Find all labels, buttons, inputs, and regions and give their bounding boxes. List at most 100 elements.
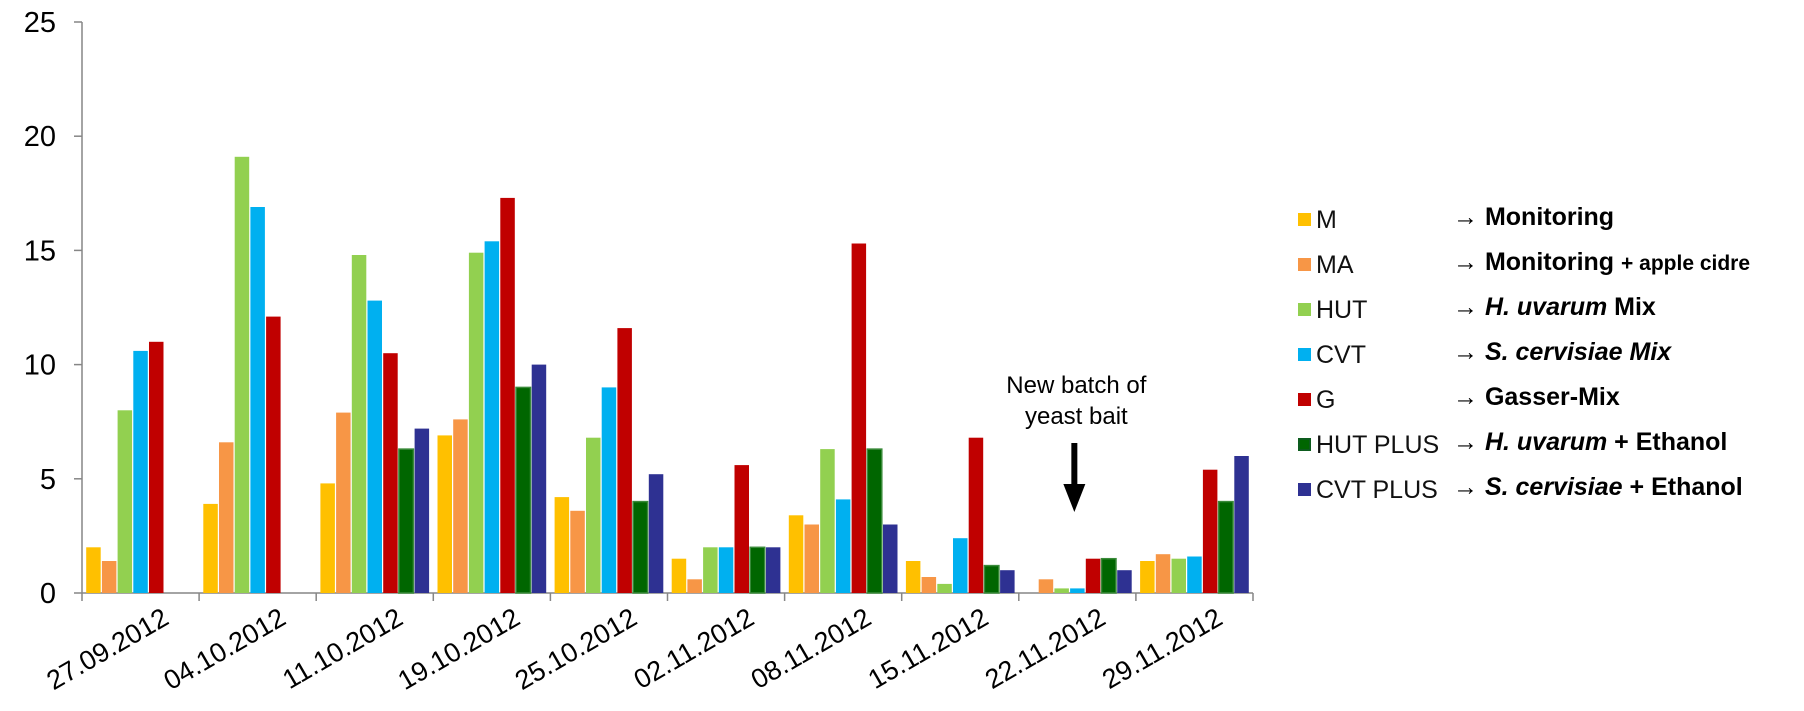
legend-item-hut: HUT → H. uvarum Mix — [1298, 290, 1798, 335]
bar-hut — [703, 547, 718, 593]
legend-swatch-hut-plus — [1298, 438, 1311, 451]
legend-desc-text: + Ethanol — [1607, 428, 1728, 456]
legend-desc-italic: S. cervisiae Mix — [1484, 338, 1672, 366]
bar-cvt-plus — [883, 524, 898, 593]
legend-desc-hut-plus: → H. uvarum + Ethanol — [1453, 428, 1727, 457]
bar-g — [734, 465, 749, 593]
bar-g — [149, 341, 164, 593]
legend-swatch-cvt — [1298, 348, 1311, 361]
bar-hut — [937, 583, 952, 593]
bar-hut-plus — [398, 448, 415, 594]
bar-hut-plus — [983, 564, 1000, 594]
y-tick-label: 0 — [40, 578, 56, 610]
y-tick-label: 25 — [24, 7, 56, 39]
legend-code-ma: MA — [1316, 251, 1354, 279]
legend-item-cvt-plus: CVT PLUS → S. cervisiae + Ethanol — [1298, 470, 1798, 515]
y-tick-label: 5 — [40, 464, 56, 496]
legend-desc-text: Monitoring — [1484, 203, 1615, 231]
legend-desc-text: Gasser-Mix — [1484, 383, 1620, 411]
legend-swatch-hut — [1298, 303, 1311, 316]
legend-item-m: M → Monitoring — [1298, 200, 1798, 245]
legend-desc-italic: H. uvarum — [1484, 293, 1608, 321]
legend-arrow: → — [1453, 428, 1478, 456]
annotation-arrow-head — [1063, 484, 1086, 512]
bar-m — [788, 515, 804, 593]
x-tick-label: 25.10.2012 — [510, 602, 642, 696]
bar-ma — [570, 510, 585, 593]
legend-code-g: G — [1316, 386, 1336, 414]
bar-cvt — [1187, 556, 1202, 593]
x-tick-label: 15.11.2012 — [863, 602, 993, 695]
bar-m — [671, 558, 687, 593]
bar-m — [437, 435, 452, 593]
bar-cvt — [484, 241, 500, 594]
bar-cvt-plus — [1117, 570, 1132, 593]
bar-hut-plus — [866, 448, 883, 594]
bar-hut — [1171, 558, 1186, 593]
x-tick-label: 02.11.2012 — [629, 602, 759, 695]
legend-desc-cvt-plus: → S. cervisiae + Ethanol — [1453, 473, 1743, 502]
legend-desc-text: Monitoring — [1484, 248, 1615, 276]
x-tick-label: 04.10.2012 — [159, 602, 291, 696]
x-tick-label: 22.11.2012 — [980, 602, 1110, 695]
bar-ma — [1038, 579, 1054, 593]
legend-arrow: → — [1453, 248, 1478, 276]
bar-cvt — [367, 300, 382, 593]
bar-g — [383, 353, 398, 593]
bar-ma — [921, 577, 937, 593]
bar-ma — [336, 412, 351, 593]
bar-hut — [820, 449, 835, 593]
bar-m — [554, 497, 570, 593]
x-tick-label: 27.09.2012 — [42, 602, 174, 696]
bar-cvt-plus — [1234, 456, 1249, 593]
bar-g — [500, 197, 515, 593]
bar-g — [968, 437, 984, 593]
bar-m — [1140, 561, 1155, 593]
legend-desc-hut: → H. uvarum Mix — [1453, 293, 1656, 322]
bar-hut — [351, 255, 367, 593]
y-tick-label: 20 — [24, 121, 56, 153]
bar-g — [617, 328, 632, 593]
legend-code-hut: HUT — [1316, 296, 1368, 324]
legend-arrow: → — [1453, 203, 1478, 231]
bar-hut — [586, 437, 601, 593]
legend-desc-italic: S. cervisiae — [1484, 473, 1623, 501]
bar-cvt — [133, 350, 148, 593]
bar-cvt — [1070, 588, 1085, 593]
legend-desc-text: Mix — [1607, 293, 1656, 321]
bar-g — [1202, 469, 1218, 593]
legend-code-cvt-plus: CVT PLUS — [1316, 476, 1438, 504]
legend-desc-text: + Ethanol — [1622, 473, 1743, 501]
legend-desc-g: → Gasser-Mix — [1453, 383, 1620, 412]
x-tick-label: 29.11.2012 — [1097, 602, 1227, 695]
x-tick-label: 19.10.2012 — [393, 602, 525, 696]
bar-cvt — [835, 499, 851, 593]
legend-item-g: G → Gasser-Mix — [1298, 380, 1798, 425]
bar-g — [1085, 558, 1101, 593]
legend-desc-small: + apple cidre — [1621, 252, 1751, 275]
annotation-text: yeast bait — [1025, 403, 1128, 430]
legend-code-hut-plus: HUT PLUS — [1316, 431, 1440, 459]
bar-cvt — [718, 547, 734, 593]
bar-hut — [1054, 588, 1069, 593]
legend-desc-ma: → Monitoring + apple cidre — [1453, 248, 1750, 277]
bar-hut — [468, 252, 484, 593]
bar-hut — [117, 410, 133, 593]
bar-m — [86, 547, 101, 593]
y-tick-label: 10 — [24, 350, 56, 382]
legend-swatch-m — [1298, 213, 1311, 226]
legend-item-cvt: CVT → S. cervisiae Mix — [1298, 335, 1798, 380]
legend-arrow: → — [1453, 473, 1478, 501]
bar-hut-plus — [632, 500, 649, 594]
legend-code-cvt: CVT — [1316, 341, 1366, 369]
legend: M → Monitoring MA → Monitoring + apple c… — [1298, 200, 1798, 515]
legend-arrow: → — [1453, 383, 1478, 411]
bar-ma — [804, 524, 819, 593]
bar-cvt — [601, 387, 617, 593]
bar-cvt-plus — [648, 474, 664, 593]
legend-swatch-g — [1298, 393, 1311, 406]
legend-arrow: → — [1453, 293, 1478, 321]
bar-cvt — [250, 207, 265, 593]
